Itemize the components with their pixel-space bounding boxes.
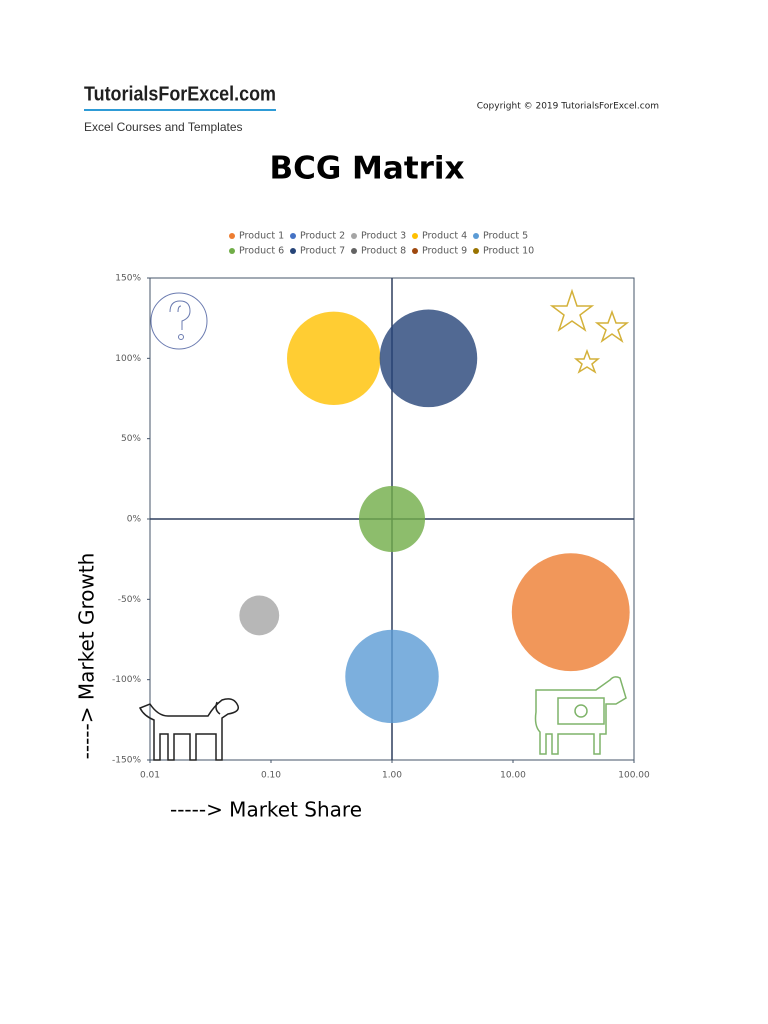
bubble — [345, 629, 439, 724]
tagline: Excel Courses and Templates — [84, 120, 243, 134]
legend-label: Product 4 — [422, 231, 467, 242]
legend-label: Product 9 — [422, 246, 467, 257]
legend-label: Product 7 — [300, 246, 345, 257]
legend-label: Product 3 — [361, 231, 406, 242]
y-tick-label: 0% — [127, 515, 142, 525]
legend-swatch — [229, 248, 235, 254]
y-axis-title: -----> Market Growth — [75, 553, 99, 760]
legend-label: Product 5 — [483, 231, 528, 242]
y-tick-label: 100% — [115, 354, 141, 364]
question-icon — [150, 292, 208, 350]
legend-swatch — [351, 248, 357, 254]
x-tick-label: 1.00 — [382, 771, 402, 781]
legend-swatch — [351, 233, 357, 239]
legend-swatch — [412, 233, 418, 239]
dog-icon — [138, 698, 240, 761]
bubble — [358, 485, 426, 553]
logo: TutorialsForExcel.com — [84, 83, 276, 105]
legend-swatch — [229, 233, 235, 239]
legend-label: Product 2 — [300, 231, 345, 242]
x-tick-label: 0.10 — [261, 771, 281, 781]
chart-title: BCG Matrix — [269, 151, 464, 187]
bubble — [511, 553, 630, 672]
x-tick-label: 10.00 — [500, 771, 526, 781]
legend-swatch — [290, 233, 296, 239]
x-tick-label: 100.00 — [618, 771, 650, 781]
legend-label: Product 8 — [361, 246, 406, 257]
y-tick-label: -50% — [118, 595, 142, 605]
y-tick-label: 50% — [121, 434, 141, 444]
cow-icon — [534, 676, 627, 755]
legend-swatch — [290, 248, 296, 254]
y-tick-label: -100% — [112, 675, 141, 685]
x-axis-title: -----> Market Share — [170, 798, 362, 822]
copyright: Copyright © 2019 TutorialsForExcel.com — [477, 102, 659, 112]
bubble — [239, 595, 280, 636]
y-tick-label: -150% — [112, 756, 141, 766]
bubble — [287, 311, 381, 406]
legend-swatch — [473, 248, 479, 254]
legend-swatch — [412, 248, 418, 254]
stars-icon — [549, 288, 630, 374]
y-tick-label: 150% — [115, 274, 141, 284]
bubble — [379, 309, 478, 408]
legend-label: Product 1 — [239, 231, 284, 242]
legend-label: Product 6 — [239, 246, 284, 257]
legend-swatch — [473, 233, 479, 239]
x-tick-label: 0.01 — [140, 771, 160, 781]
legend-label: Product 10 — [483, 246, 534, 257]
